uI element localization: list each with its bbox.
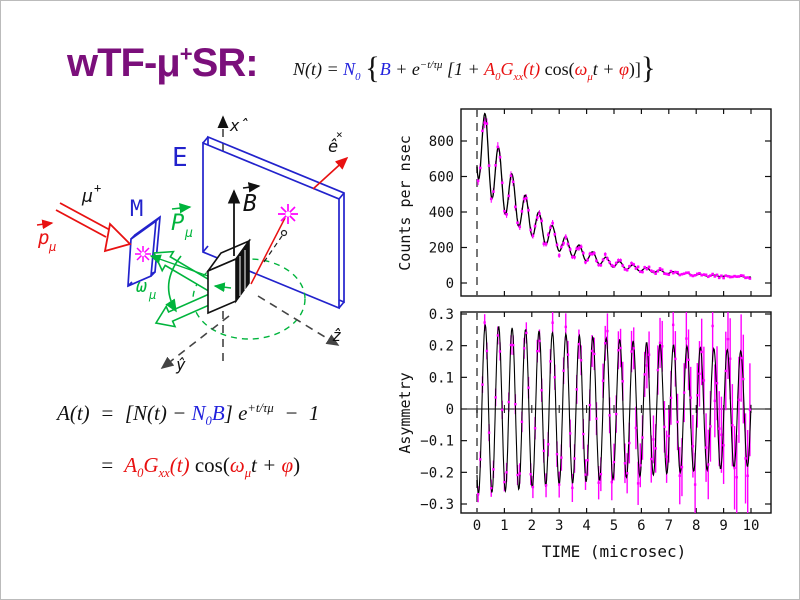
svg-text:−0.2: −0.2 [420,465,454,481]
svg-text:p: p [37,227,49,249]
counts-ylabel: Counts per nsec [396,135,414,270]
svg-text:ê: ê [328,137,338,157]
svg-text:4: 4 [582,518,590,534]
svg-text:10: 10 [743,518,760,534]
counts-plot-data [476,112,752,280]
counts-plot-ticks: 0 200 400 600 800 [429,109,771,296]
p-mu-label: p μ [36,219,56,254]
experiment-diagram: E M μ + p [26,104,376,409]
muon-label: μ + [81,181,101,207]
svg-text:1: 1 [500,518,508,534]
counts-plot-frame [460,108,772,297]
e-hat-label: ê × [328,128,343,157]
page-title: wTF-μ+SR: [67,41,259,85]
muon-beam-arrow [55,202,132,253]
svg-text:μ: μ [184,226,193,241]
polarization-label: P μ [171,202,193,241]
svg-text:5: 5 [610,518,618,534]
svg-text:0.2: 0.2 [429,339,454,355]
svg-text:2: 2 [528,518,536,534]
svg-text:0: 0 [473,518,481,534]
svg-text:×: × [336,128,343,141]
svg-text:B: B [243,191,257,217]
omega-precession-arc [165,255,182,313]
time-axis-title: TIME (microsec) [542,542,687,561]
z-axis-line [257,295,340,346]
svg-text:μ: μ [48,240,56,254]
polarization-direction-line [149,254,209,277]
svg-text:ω: ω [136,276,147,297]
b-field-label: B [242,182,261,217]
e-hat-arrow [312,156,349,190]
svg-text:800: 800 [429,134,454,150]
svg-text:6: 6 [637,518,645,534]
equation-line-2: = A0Gxx(t) cos(ωμt + φ) [100,453,301,481]
svg-text:+: + [94,181,101,195]
counts-plot: 0 200 400 600 800 Counts per nsec [396,108,772,297]
asymmetry-plot-data [476,312,752,513]
e-detector-label: E [172,143,188,173]
svg-text:8: 8 [692,518,700,534]
x-axis-label: x̂ [229,116,249,135]
svg-text:−0.1: −0.1 [420,434,454,450]
asymmetry-plot-ticks: 0.3 0.2 0.1 0 −0.1 −0.2 −0.3 [420,307,771,513]
trajectory-hint-line [263,229,288,263]
equation-line-1: A(t) = [N(t) − N0B] e+t/τμ − 1 [57,401,320,429]
omega-label: ω μ [136,276,156,302]
plots-panel: 0 200 400 600 800 Counts per nsec 0.3 0.2 0.1 0… [396,99,791,584]
svg-text:P: P [171,211,184,236]
svg-text:0: 0 [446,276,454,292]
y-axis-label: ŷ [175,355,186,374]
svg-text:0: 0 [446,402,454,418]
e-detector-panel [202,135,345,310]
svg-text:200: 200 [429,241,454,257]
positron-track [250,217,286,285]
asymmetry-plot: 0.3 0.2 0.1 0 −0.1 −0.2 −0.3 Asymmetry [396,307,772,514]
svg-text:−0.3: −0.3 [420,497,454,513]
svg-text:9: 9 [719,518,727,534]
m-counter-label: M [130,197,143,222]
svg-text:μ: μ [81,186,93,207]
svg-text:600: 600 [429,170,454,186]
svg-text:400: 400 [429,205,454,221]
z-axis-label: ẑ [332,326,342,345]
decay-star-icon [278,204,298,224]
m-star-icon [135,246,151,262]
svg-text:0.3: 0.3 [429,307,454,323]
svg-text:3: 3 [555,518,563,534]
experiment-diagram-svg: E M μ + p [36,115,349,374]
y-axis-line [160,315,230,369]
asymmetry-plot-frame [460,311,772,514]
sample-cube [205,238,252,315]
formula-N-of-t: N(t) = N0 {B + e−t/τμ [1 + A0Gxx(t) cos(… [293,51,656,85]
precession-circle [192,258,306,340]
svg-text:0.1: 0.1 [429,370,454,386]
svg-text:μ: μ [148,288,156,302]
asymmetry-ylabel: Asymmetry [396,372,414,453]
time-axis-tick-labels: 0 1 2 3 4 5 6 7 8 9 10 [473,518,760,534]
svg-text:7: 7 [665,518,673,534]
asymmetry-equations: A(t) = [N(t) − N0B] e+t/τμ − 1 = A0Gxx(t… [57,401,319,481]
